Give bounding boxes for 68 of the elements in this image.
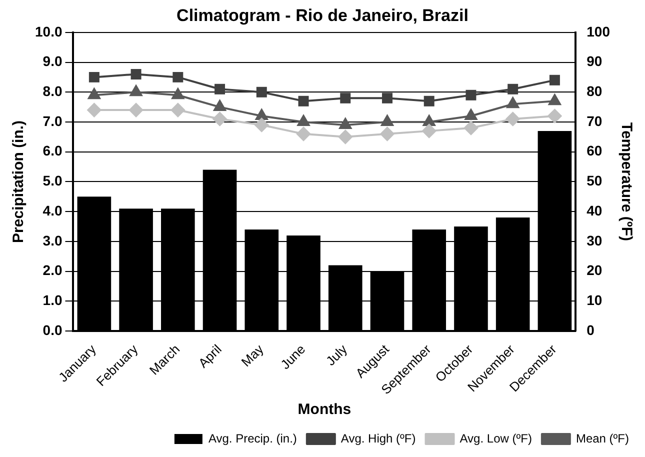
y2-tick-label: 100 (586, 23, 610, 40)
y-tick-label: 9.0 (42, 53, 62, 70)
y2-tick-label: 60 (586, 142, 602, 159)
point (130, 68, 142, 80)
point (254, 118, 269, 132)
y2-tick-label: 30 (586, 232, 602, 248)
point (214, 100, 226, 112)
point (340, 92, 351, 104)
point (214, 84, 226, 94)
point (508, 84, 518, 94)
y-tick-label: 7.0 (42, 112, 62, 129)
x-tick-label: July (323, 341, 350, 369)
x-tick-label: May (238, 341, 267, 370)
point (422, 124, 436, 138)
point (466, 90, 476, 100)
point (212, 112, 227, 126)
point (256, 86, 267, 98)
y2-tick-label: 20 (586, 262, 602, 278)
point (549, 74, 560, 86)
point (422, 114, 436, 126)
point (172, 72, 184, 82)
point (296, 126, 311, 141)
point (338, 130, 352, 144)
y-tick-label: 6.0 (42, 142, 62, 159)
y-tick-label: 1.0 (42, 292, 62, 308)
legend-label: Mean (ºF) (576, 431, 630, 446)
point (255, 109, 268, 120)
y-tick-label: 0.0 (42, 322, 62, 338)
y2-tick-label: 10 (586, 292, 602, 308)
point (548, 94, 561, 106)
point (88, 88, 100, 100)
point (130, 85, 142, 96)
chart-title: Climatogram - Rio de Janeiro, Brazil (176, 6, 468, 25)
point (464, 120, 478, 135)
y2-tick-label: 40 (586, 202, 602, 218)
legend-label: Avg. Low (ºF) (460, 431, 532, 446)
y2-axis-title: Temperature (ºF) (618, 122, 635, 241)
point (464, 109, 478, 120)
y-axis-title: Precipitation (in.) (10, 120, 28, 243)
y2-tick-label: 90 (586, 53, 602, 70)
y-tick-label: 4.0 (42, 202, 62, 218)
y-tick-label: 3.0 (42, 232, 62, 248)
y2-tick-label: 70 (586, 112, 602, 129)
point (424, 96, 434, 106)
point (506, 97, 520, 108)
point (297, 114, 310, 126)
y-tick-label: 5.0 (42, 172, 62, 189)
y-tick-label: 8.0 (42, 82, 62, 99)
point (172, 88, 184, 100)
y2-tick-label: 50 (586, 172, 602, 189)
point (87, 103, 102, 118)
y-tick-label: 10.0 (35, 23, 62, 40)
y2-tick-label: 80 (586, 82, 602, 99)
point (170, 103, 185, 118)
point (129, 103, 144, 118)
legend-label: Avg. Precip. (in.) (208, 431, 297, 446)
point (298, 96, 309, 106)
point (548, 109, 562, 124)
point (380, 126, 394, 141)
point (339, 118, 352, 129)
point (88, 72, 100, 82)
x-axis-title: Months (298, 401, 352, 418)
point (506, 112, 520, 126)
y-tick-label: 2.0 (42, 262, 62, 278)
y2-tick-label: 0 (586, 322, 595, 338)
point (381, 114, 394, 126)
legend-label: Avg. High (ºF) (340, 431, 416, 446)
point (382, 92, 392, 104)
